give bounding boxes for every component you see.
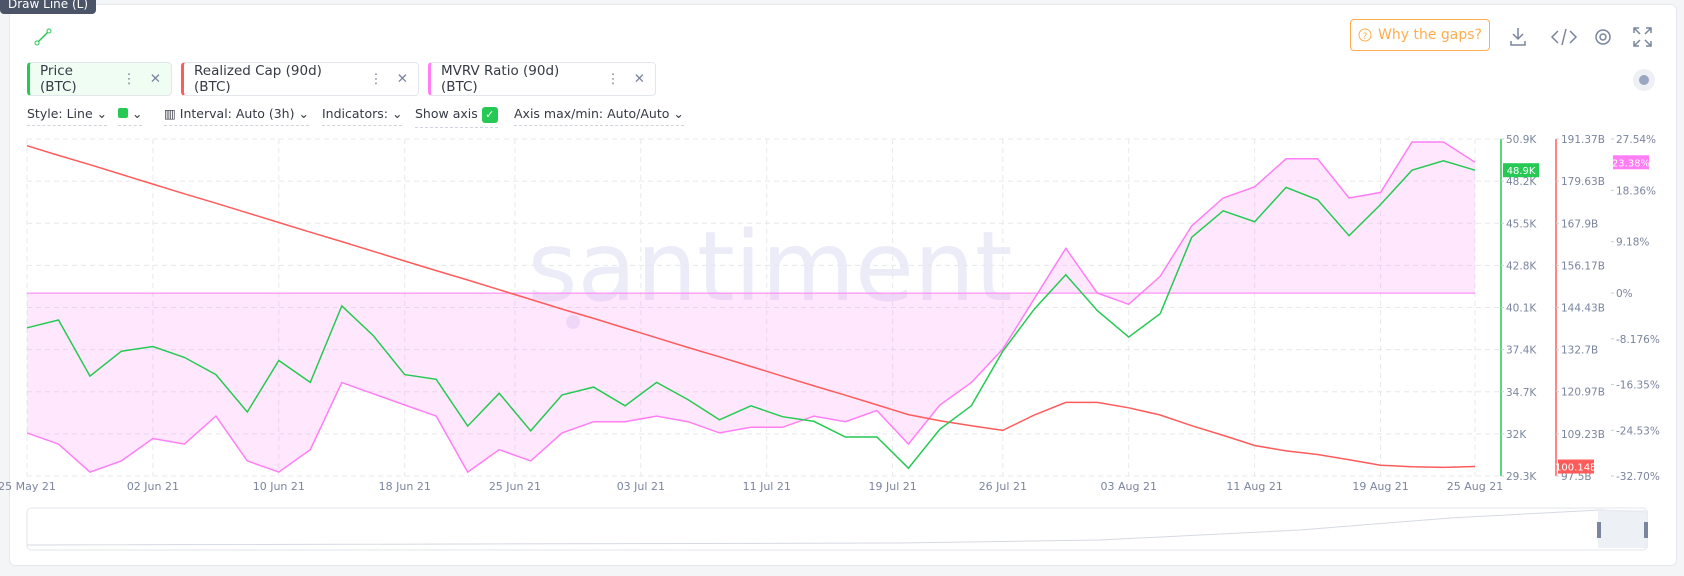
legend-chip[interactable]: Realized Cap (90d) (BTC) ⋮ ✕ <box>181 62 419 96</box>
svg-text:?: ? <box>1363 32 1368 42</box>
embed-icon[interactable] <box>1550 28 1578 46</box>
fullscreen-icon[interactable] <box>1633 27 1652 47</box>
indicators-text: Indicators: <box>322 106 388 121</box>
indicators-select[interactable]: Indicators: ⌄ <box>322 106 403 126</box>
legend-label: Realized Cap (90d) (BTC) <box>194 63 322 95</box>
axis-minmax-select[interactable]: Axis max/min: Auto/Auto ⌄ <box>514 106 684 126</box>
menu-icon[interactable]: ⋮ <box>606 71 620 87</box>
close-icon[interactable]: ✕ <box>396 71 408 87</box>
interval-select[interactable]: ▥ Interval: Auto (3h) ⌄ <box>164 106 309 126</box>
style-select[interactable]: Style: Line ⌄ <box>27 106 108 126</box>
download-icon[interactable] <box>1510 28 1526 46</box>
why-gaps-button[interactable]: ? Why the gaps? <box>1350 19 1490 51</box>
menu-icon[interactable]: ⋮ <box>122 71 136 87</box>
why-gaps-text: Why the gaps? <box>1378 27 1482 43</box>
style-text: Style: Line <box>27 106 93 121</box>
close-icon[interactable]: ✕ <box>149 71 161 87</box>
axis-minmax-text: Axis max/min: Auto/Auto <box>514 106 670 121</box>
interval-text: Interval: Auto (3h) <box>179 106 295 121</box>
menu-icon[interactable]: ⋮ <box>369 71 383 87</box>
legend-label: Price (BTC) <box>40 63 77 95</box>
show-axis-toggle[interactable]: Show axis ✓ <box>415 106 498 128</box>
draw-line-icon[interactable] <box>34 28 52 46</box>
show-axis-text: Show axis <box>415 106 478 121</box>
color-select[interactable]: ⌄ <box>118 106 143 126</box>
close-icon[interactable]: ✕ <box>633 71 645 87</box>
record-button[interactable] <box>1632 68 1656 92</box>
legend-chip[interactable]: Price (BTC) ⋮ ✕ <box>27 62 172 96</box>
settings-icon[interactable] <box>1595 29 1611 45</box>
toolbar-icons <box>1510 27 1652 47</box>
legend-chip[interactable]: MVRV Ratio (90d) (BTC) ⋮ ✕ <box>428 62 656 96</box>
legend-label: MVRV Ratio (90d) (BTC) <box>441 63 560 95</box>
tooltip: Draw Line (L) <box>0 0 97 14</box>
